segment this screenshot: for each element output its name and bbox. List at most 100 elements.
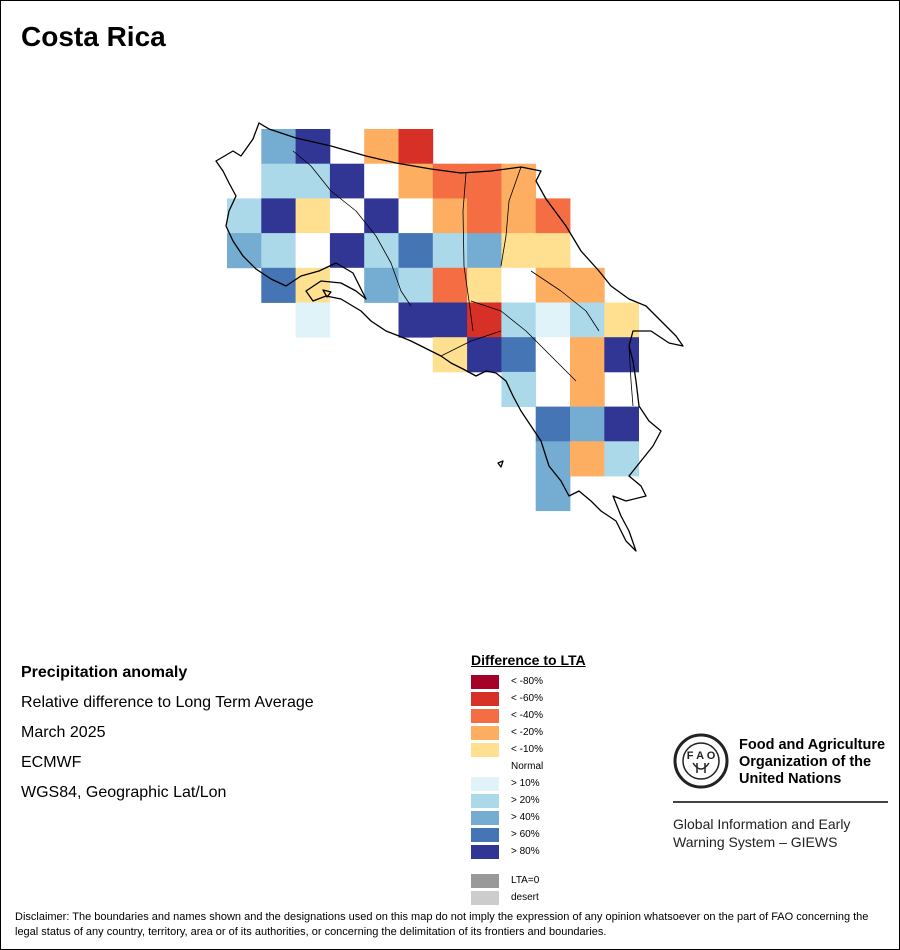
grid-cell xyxy=(261,163,296,199)
legend-swatch xyxy=(471,810,499,825)
grid-cell xyxy=(501,198,537,234)
grid-cell xyxy=(604,302,639,338)
legend-swatch xyxy=(471,793,499,808)
info-description: Relative difference to Long Term Average xyxy=(21,694,314,711)
legend-label: > 60% xyxy=(511,829,540,840)
grid-cell xyxy=(398,163,434,199)
legend-label: LTA=0 xyxy=(511,875,540,886)
grid-cell xyxy=(467,337,502,373)
grid-cell xyxy=(604,406,639,442)
legend-item: > 80% xyxy=(471,843,586,860)
grid-cell xyxy=(501,302,537,338)
map-area xyxy=(215,122,684,552)
grid-cell xyxy=(329,163,365,199)
grid-cell xyxy=(570,302,605,338)
giews-name: Global Information and Early Warning Sys… xyxy=(673,816,851,850)
legend-item: Normal xyxy=(471,758,586,775)
grid-cell xyxy=(467,233,502,269)
legend-item: desert xyxy=(471,889,586,906)
grid-cell xyxy=(329,233,365,269)
grid-cell xyxy=(295,198,331,234)
legend-label: Normal xyxy=(511,761,544,772)
country-outline xyxy=(215,122,684,552)
grid-cell xyxy=(570,337,605,373)
grid-cell xyxy=(398,129,434,165)
grid-cell xyxy=(570,371,605,407)
divider xyxy=(673,801,888,803)
map-title: Costa Rica xyxy=(21,21,166,52)
legend-swatch xyxy=(471,844,499,859)
grid-cell xyxy=(261,198,296,234)
grid-cell xyxy=(535,233,571,269)
grid-cell xyxy=(432,267,468,303)
fao-branding: F A O Food and Agriculture Organization … xyxy=(673,733,888,850)
legend-item: > 20% xyxy=(471,792,586,809)
legend-swatch xyxy=(471,674,499,689)
grid-cell xyxy=(535,406,571,442)
grid-cell xyxy=(227,233,262,269)
grid-cell xyxy=(398,302,434,338)
legend-swatch xyxy=(471,776,499,791)
grid-cell xyxy=(467,267,502,303)
anomaly-grid xyxy=(227,129,639,512)
legend-swatch xyxy=(471,725,499,740)
grid-cell xyxy=(501,163,537,199)
grid-cell xyxy=(432,302,468,338)
grid-cell xyxy=(432,198,468,234)
grid-cell xyxy=(535,476,571,512)
grid-cell xyxy=(467,163,502,199)
legend-swatch xyxy=(471,873,499,888)
legend-swatch xyxy=(471,708,499,723)
legend-item: > 60% xyxy=(471,826,586,843)
legend-swatch xyxy=(471,742,499,757)
legend-label: > 80% xyxy=(511,846,540,857)
grid-cell xyxy=(501,337,537,373)
coastline-border xyxy=(215,122,684,552)
svg-text:F A O: F A O xyxy=(687,750,716,762)
legend-item: LTA=0 xyxy=(471,872,586,889)
grid-cell xyxy=(467,198,502,234)
legend-label: < -60% xyxy=(511,693,543,704)
grid-cell xyxy=(364,198,399,234)
legend-label: > 40% xyxy=(511,812,540,823)
grid-cell xyxy=(535,198,571,234)
grid-cell xyxy=(364,163,399,199)
legend-swatch xyxy=(471,827,499,842)
legend-item: < -60% xyxy=(471,690,586,707)
grid-cell xyxy=(295,129,331,165)
legend-label: < -20% xyxy=(511,727,543,738)
grid-cell xyxy=(501,371,537,407)
legend-classes: < -80% < -60% < -40% < -20% < -10% Normal > 10… xyxy=(471,673,586,860)
legend-item: < -10% xyxy=(471,741,586,758)
legend-label: < -10% xyxy=(511,744,543,755)
fao-logo-icon: F A O xyxy=(673,733,729,789)
grid-cell xyxy=(501,233,537,269)
info-projection: WGS84, Geographic Lat/Lon xyxy=(21,784,227,801)
grid-cell xyxy=(261,267,296,303)
info-period: March 2025 xyxy=(21,724,106,741)
grid-cell xyxy=(432,233,468,269)
legend-label: > 20% xyxy=(511,795,540,806)
legend-title: Difference to LTA xyxy=(471,652,586,668)
info-source: ECMWF xyxy=(21,754,82,771)
legend-swatch xyxy=(471,691,499,706)
grid-cell xyxy=(364,233,399,269)
legend-label: desert xyxy=(511,892,539,903)
province-boundaries xyxy=(292,150,634,407)
info-variable: Precipitation anomaly xyxy=(21,664,188,681)
grid-cell xyxy=(261,233,296,269)
grid-cell xyxy=(604,441,639,477)
grid-cell xyxy=(295,163,331,199)
grid-cell xyxy=(261,129,296,165)
legend-item: < -20% xyxy=(471,724,586,741)
legend-extra: LTA=0 desert xyxy=(471,872,586,906)
grid-cell xyxy=(467,302,502,338)
grid-cell xyxy=(364,267,399,303)
grid-cell xyxy=(398,267,434,303)
islands xyxy=(322,289,504,468)
legend-item: > 40% xyxy=(471,809,586,826)
legend-swatch xyxy=(471,890,499,905)
grid-cell xyxy=(570,267,605,303)
legend-label: < -40% xyxy=(511,710,543,721)
